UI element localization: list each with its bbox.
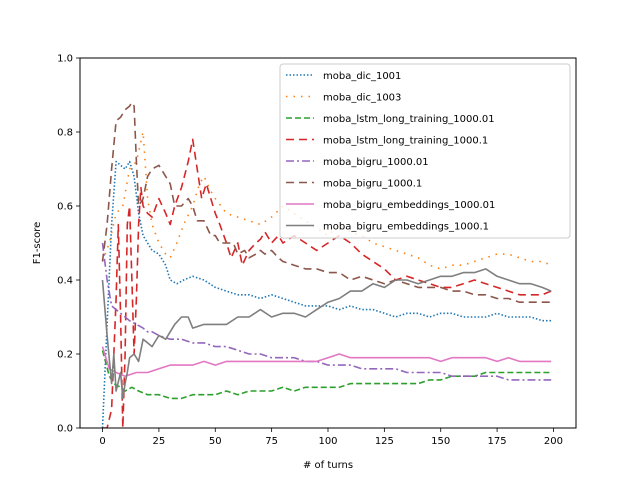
y-tick-label: 0.2: [57, 350, 73, 361]
series-line-moba-dic-1001: [101, 160, 552, 428]
legend-label: moba_dic_1003: [323, 93, 401, 104]
legend-label: moba_lstm_long_training_1000.1: [323, 136, 488, 147]
series-line-moba-bigru-embeddings-1000-01: [101, 346, 552, 378]
x-tick-label: 150: [431, 436, 450, 447]
legend-label: moba_dic_1001: [323, 71, 401, 82]
y-tick-label: 0.8: [57, 128, 73, 139]
x-tick-label: 125: [375, 436, 394, 447]
series-line-moba-lstm-long-training-1000-1: [102, 138, 552, 428]
y-tick-label: 0.0: [57, 424, 73, 435]
x-tick-label: 200: [544, 436, 563, 447]
legend-box: [279, 63, 571, 239]
legend: moba_dic_1001 moba_dic_1003 moba_lstm_long…: [279, 63, 571, 239]
x-tick-label: 0: [99, 436, 105, 447]
legend-label: moba_lstm_long_training_1000.01: [323, 114, 495, 125]
y-tick-label: 0.4: [57, 276, 73, 287]
legend-label: moba_bigru_embeddings_1000.01: [323, 200, 495, 211]
x-tick-label: 75: [265, 436, 278, 447]
legend-label: moba_bigru_1000.1: [323, 179, 422, 190]
x-tick-label: 50: [209, 436, 222, 447]
y-tick-label: 1.0: [57, 54, 73, 65]
legend-label: moba_bigru_1000.01: [323, 157, 429, 168]
x-axis-label: # of turns: [303, 460, 353, 471]
legend-label: moba_bigru_embeddings_1000.1: [323, 222, 489, 233]
series-line-moba-lstm-long-training-1000-01: [101, 350, 552, 400]
series-line-moba-bigru-1000-01: [101, 242, 552, 381]
x-tick-label: 25: [153, 436, 166, 447]
x-tick-label: 100: [318, 436, 337, 447]
series-line-moba-bigru-embeddings-1000-1: [101, 268, 552, 400]
series-layer: [101, 101, 552, 428]
series-line-moba-bigru-1000-1: [101, 101, 552, 304]
y-tick-label: 0.6: [57, 202, 73, 213]
x-tick-label: 175: [488, 436, 507, 447]
tick-layer: 0 25 50 75 100 125 150 175 200 0.0 0.2 0.4 0.6 0.8 1.0: [57, 54, 563, 448]
y-axis-label: F1-score: [32, 222, 43, 265]
